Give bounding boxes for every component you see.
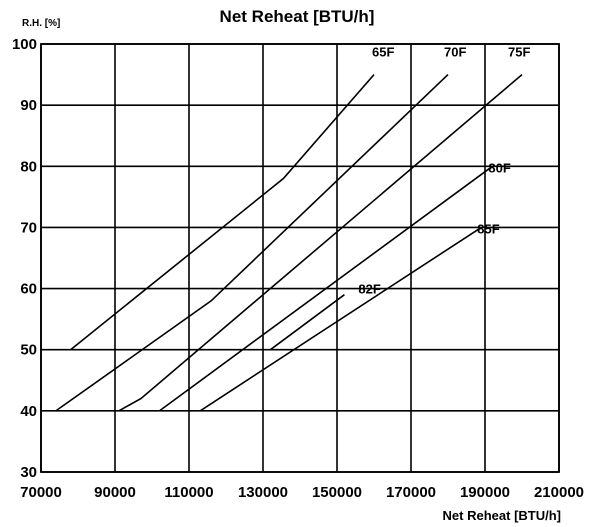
- series-label-70f: 70F: [444, 45, 466, 60]
- tick-labels: 70000 90000 110000 130000 150000 170000 190000…: [12, 36, 584, 501]
- series-labels: 65F 70F 75F 80F 82F 85F: [358, 45, 530, 297]
- y-axis-label: R.H. [%]: [22, 18, 60, 29]
- grid: [40, 43, 560, 473]
- y-tick-label: 80: [20, 158, 37, 175]
- x-tick-label: 190000: [460, 484, 510, 501]
- chart-title: Net Reheat [BTU/h]: [220, 7, 375, 26]
- y-tick-label: 60: [20, 281, 37, 298]
- series-line-80f: [158, 165, 493, 412]
- series-label-75f: 75F: [508, 45, 530, 60]
- y-tick-label: 70: [20, 219, 37, 236]
- series-line-75f: [118, 73, 523, 412]
- series-line-65f: [70, 74, 375, 351]
- y-tick-label: 100: [12, 36, 37, 53]
- series-label-80f: 80F: [488, 160, 510, 175]
- y-tick-label: 30: [20, 464, 37, 481]
- x-axis-label: Net Reheat [BTU/h]: [443, 508, 561, 523]
- x-tick-label: 130000: [238, 484, 288, 501]
- y-tick-label: 50: [20, 342, 37, 359]
- series-label-65f: 65F: [372, 45, 394, 60]
- y-tick-label: 90: [20, 97, 37, 114]
- x-tick-label: 70000: [20, 484, 62, 501]
- series-line-70f: [55, 74, 449, 412]
- x-tick-label: 210000: [534, 484, 584, 501]
- x-tick-label: 110000: [164, 484, 213, 501]
- series-line-85f: [199, 226, 482, 412]
- series-line-82f: [269, 294, 345, 351]
- x-tick-label: 90000: [94, 484, 136, 501]
- y-tick-label: 40: [20, 403, 37, 420]
- x-tick-label: 170000: [386, 484, 436, 501]
- series-lines: [55, 73, 523, 412]
- x-tick-label: 150000: [312, 484, 362, 501]
- plot-frame: [40, 43, 560, 473]
- series-label-82f: 82F: [358, 282, 380, 297]
- series-label-85f: 85F: [477, 221, 499, 236]
